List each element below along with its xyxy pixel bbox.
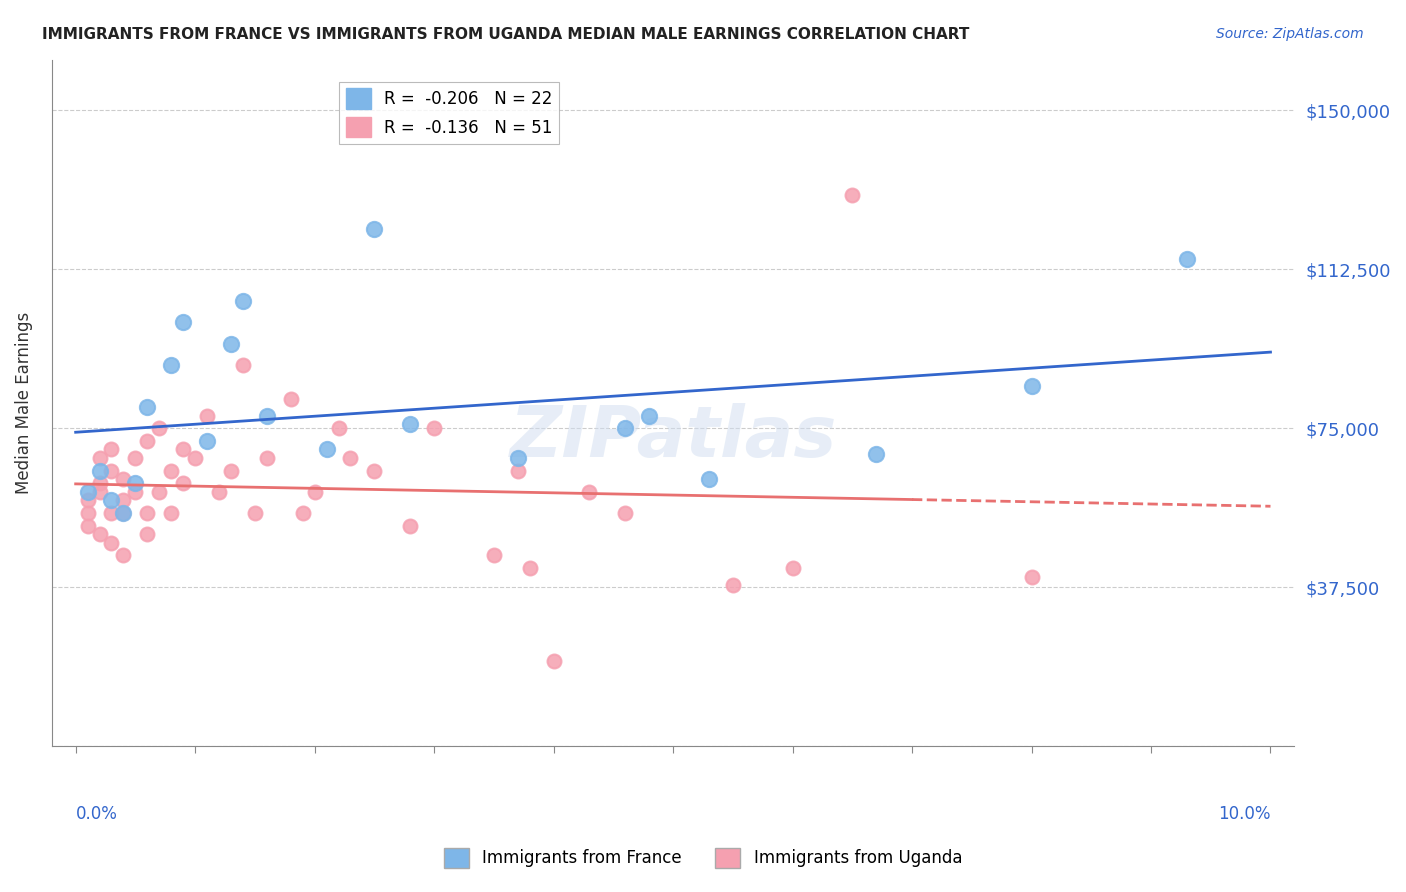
- Point: [100, 464, 122, 478]
- Point: [232, 358, 254, 372]
- Text: ZIPatlas: ZIPatlas: [509, 402, 837, 472]
- Point: [1021, 569, 1043, 583]
- Point: [76, 506, 98, 520]
- Point: [482, 549, 505, 563]
- Point: [100, 442, 122, 457]
- Point: [184, 450, 207, 465]
- Point: [89, 484, 111, 499]
- Text: Source: ZipAtlas.com: Source: ZipAtlas.com: [1216, 27, 1364, 41]
- Point: [315, 442, 337, 457]
- Point: [124, 476, 146, 491]
- Point: [578, 484, 600, 499]
- Text: 10.0%: 10.0%: [1218, 805, 1271, 823]
- Point: [124, 450, 146, 465]
- Point: [124, 484, 146, 499]
- Point: [399, 417, 422, 431]
- Point: [112, 506, 135, 520]
- Point: [614, 421, 637, 435]
- Point: [89, 476, 111, 491]
- Point: [280, 392, 302, 406]
- Point: [112, 506, 135, 520]
- Legend: Immigrants from France, Immigrants from Uganda: Immigrants from France, Immigrants from …: [437, 841, 969, 875]
- Point: [519, 561, 541, 575]
- Point: [100, 493, 122, 508]
- Point: [89, 464, 111, 478]
- Point: [100, 506, 122, 520]
- Point: [423, 421, 446, 435]
- Point: [76, 484, 98, 499]
- Point: [256, 409, 278, 423]
- Point: [339, 450, 361, 465]
- Point: [112, 549, 135, 563]
- Point: [112, 493, 135, 508]
- Text: IMMIGRANTS FROM FRANCE VS IMMIGRANTS FROM UGANDA MEDIAN MALE EARNINGS CORRELATIO: IMMIGRANTS FROM FRANCE VS IMMIGRANTS FRO…: [42, 27, 970, 42]
- Text: 0.0%: 0.0%: [76, 805, 118, 823]
- Point: [136, 527, 159, 541]
- Y-axis label: Median Male Earnings: Median Male Earnings: [15, 311, 32, 494]
- Point: [195, 409, 218, 423]
- Point: [721, 578, 744, 592]
- Point: [160, 464, 183, 478]
- Point: [291, 506, 314, 520]
- Point: [172, 442, 194, 457]
- Point: [543, 654, 565, 668]
- Point: [1021, 379, 1043, 393]
- Point: [148, 484, 170, 499]
- Point: [697, 472, 720, 486]
- Point: [304, 484, 326, 499]
- Point: [136, 506, 159, 520]
- Point: [1175, 252, 1198, 266]
- Point: [136, 400, 159, 414]
- Point: [243, 506, 266, 520]
- Point: [100, 535, 122, 549]
- Point: [160, 358, 183, 372]
- Point: [195, 434, 218, 448]
- Point: [256, 450, 278, 465]
- Point: [506, 464, 529, 478]
- Point: [638, 409, 661, 423]
- Point: [112, 472, 135, 486]
- Point: [208, 484, 231, 499]
- Point: [172, 315, 194, 329]
- Legend: R =  -0.206   N = 22, R =  -0.136   N = 51: R = -0.206 N = 22, R = -0.136 N = 51: [339, 82, 560, 144]
- Point: [841, 188, 863, 202]
- Point: [363, 222, 385, 236]
- Point: [89, 527, 111, 541]
- Point: [219, 464, 242, 478]
- Point: [172, 476, 194, 491]
- Point: [614, 506, 637, 520]
- Point: [76, 493, 98, 508]
- Point: [219, 336, 242, 351]
- Point: [148, 421, 170, 435]
- Point: [89, 450, 111, 465]
- Point: [328, 421, 350, 435]
- Point: [865, 447, 887, 461]
- Point: [782, 561, 804, 575]
- Point: [232, 294, 254, 309]
- Point: [399, 518, 422, 533]
- Point: [363, 464, 385, 478]
- Point: [136, 434, 159, 448]
- Point: [506, 450, 529, 465]
- Point: [160, 506, 183, 520]
- Point: [76, 518, 98, 533]
